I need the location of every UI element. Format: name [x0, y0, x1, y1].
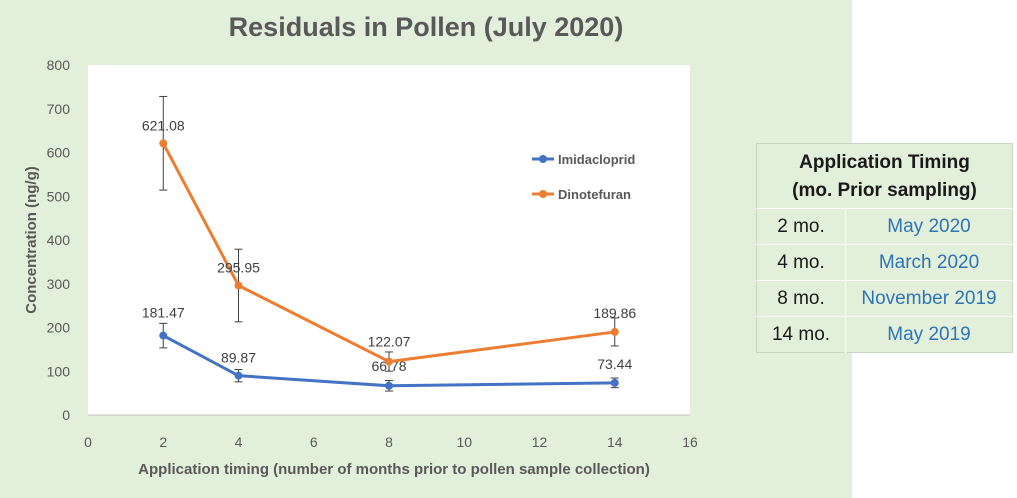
months-cell: 2 mo.: [756, 208, 846, 245]
y-tick-label: 600: [47, 145, 71, 161]
data-label: 73.44: [597, 356, 632, 372]
table-row: 2 mo. May 2020: [756, 208, 1013, 245]
series-line-dinotefuran: [161, 142, 615, 364]
legend-label: Dinotefuran: [558, 187, 631, 202]
y-tick-label: 100: [47, 363, 71, 379]
x-tick-label: 10: [456, 434, 472, 450]
y-axis-title: Concentration (ng/g): [23, 166, 40, 313]
application-timing-table: Application Timing (mo. Prior sampling) …: [756, 143, 1013, 353]
months-cell: 14 mo.: [756, 316, 846, 353]
data-label: 122.07: [368, 334, 411, 350]
data-label: 181.47: [142, 305, 185, 321]
data-point: [385, 381, 393, 390]
legend-swatch-marker: [539, 155, 547, 163]
months-cell: 8 mo.: [756, 280, 846, 317]
table-row: 8 mo. November 2019: [756, 280, 1013, 317]
series-line-imidacloprid: [162, 334, 615, 388]
data-point: [610, 327, 619, 336]
months-cell: 4 mo.: [756, 244, 846, 281]
table-row: 14 mo. May 2019: [756, 316, 1013, 353]
data-label: 295.95: [217, 260, 260, 276]
legend-label: Imidacloprid: [558, 152, 635, 167]
data-label: 189.86: [593, 305, 636, 321]
x-tick-label: 8: [385, 434, 393, 450]
data-point: [385, 357, 393, 366]
line-chart: 0 100 200 300 400 500 600 700 800 0 2 4 6 8 10 12 14 16 Ap…: [23, 57, 698, 478]
data-point: [234, 281, 243, 290]
table-header-line1: Application Timing: [799, 152, 970, 173]
date-cell: March 2020: [845, 244, 1013, 281]
y-tick-label: 500: [47, 188, 71, 204]
data-point: [159, 331, 168, 340]
x-tick-label: 16: [682, 434, 698, 450]
data-label: 89.87: [221, 350, 256, 366]
data-point: [234, 371, 243, 380]
x-tick-label: 14: [607, 434, 623, 450]
y-tick-label: 400: [47, 232, 71, 248]
chart-title: Residuals in Pollen (July 2020): [228, 12, 624, 42]
x-tick-label: 0: [84, 434, 92, 450]
data-label: 621.08: [142, 117, 185, 133]
data-point: [159, 139, 168, 148]
y-tick-label: 700: [47, 101, 71, 117]
date-cell: May 2019: [845, 316, 1013, 353]
y-tick-label: 200: [47, 320, 71, 336]
y-tick-label: 300: [47, 276, 71, 292]
x-axis-title: Application timing (number of months pri…: [138, 461, 650, 478]
legend-swatch-marker: [539, 190, 547, 198]
table-row: 4 mo. March 2020: [756, 244, 1013, 281]
date-cell: May 2020: [845, 208, 1013, 245]
table-header: Application Timing (mo. Prior sampling): [756, 143, 1013, 209]
y-tick-label: 800: [47, 57, 71, 73]
date-cell: November 2019: [845, 280, 1013, 317]
x-tick-label: 6: [310, 434, 318, 450]
chart-panel: Residuals in Pollen (July 2020) 0 100 200 3…: [0, 0, 852, 498]
y-tick-label: 0: [62, 407, 70, 423]
x-tick-label: 12: [532, 434, 548, 450]
table-header-line2: (mo. Prior sampling): [792, 180, 977, 201]
x-tick-label: 2: [159, 434, 167, 450]
data-point: [610, 378, 619, 387]
x-tick-label: 4: [235, 434, 243, 450]
